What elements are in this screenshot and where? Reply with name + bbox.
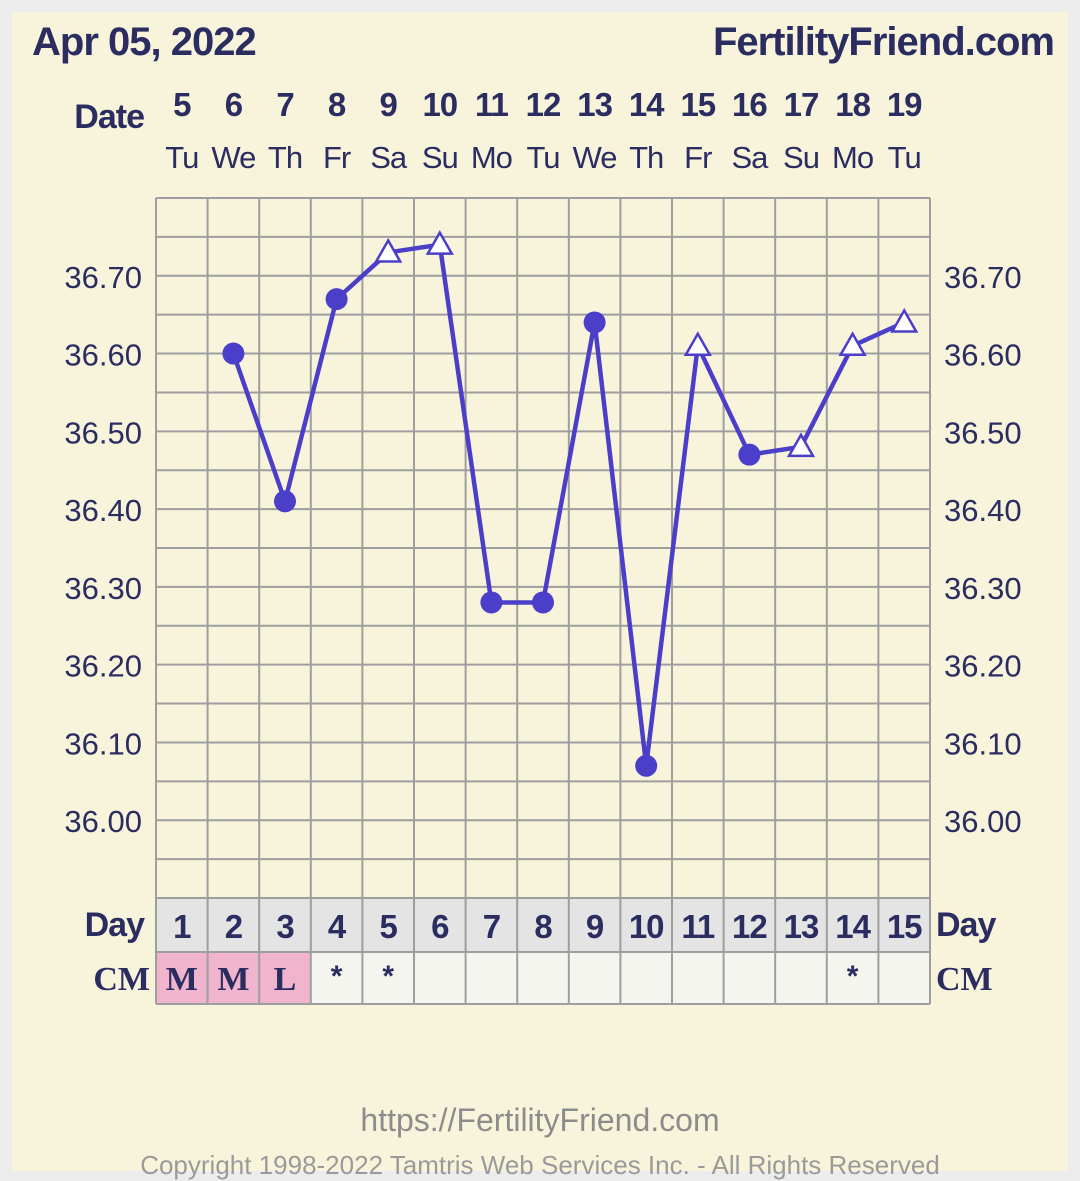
temperature-point-triangle: [683, 331, 712, 357]
cycle-day-number: 8: [534, 908, 552, 945]
footer-url[interactable]: https://FertilityFriend.com: [360, 1102, 720, 1138]
weekday-label: Th: [629, 140, 663, 175]
temperature-point: [738, 443, 761, 466]
date-row-label: Date: [74, 98, 144, 136]
cm-marker: *: [331, 960, 343, 993]
cycle-day-number: 12: [732, 908, 767, 945]
cycle-day-number: 5: [380, 908, 398, 945]
cm-marker: *: [847, 960, 859, 993]
cycle-day-number: 6: [431, 908, 449, 945]
cm-marker: M: [217, 961, 249, 998]
date-number: 17: [784, 86, 819, 123]
weekday-label: Mo: [471, 140, 512, 175]
date-number: 18: [835, 86, 870, 123]
y-tick-right: 36.60: [944, 338, 1022, 373]
temperature-point-triangle: [838, 331, 867, 357]
y-tick-left: 36.00: [64, 804, 142, 839]
date-number: 5: [173, 86, 191, 123]
y-tick-left: 36.60: [64, 338, 142, 373]
y-tick-left: 36.20: [64, 649, 142, 684]
y-tick-right: 36.00: [944, 804, 1022, 839]
weekday-label: Sa: [370, 140, 408, 175]
temperature-point: [532, 591, 554, 614]
cycle-day-number: 10: [629, 908, 664, 945]
cm-marker: M: [166, 961, 198, 998]
cycle-day-number: 13: [784, 908, 819, 945]
y-tick-right: 36.20: [944, 649, 1022, 684]
cm-cell-highlight: [207, 952, 260, 1004]
cycle-day-number: 9: [586, 908, 604, 945]
y-tick-left: 36.40: [64, 493, 142, 528]
date-number: 16: [732, 86, 767, 123]
y-tick-left: 36.50: [64, 415, 142, 450]
temperature-point: [222, 342, 245, 365]
y-tick-left: 36.70: [64, 260, 142, 295]
temperature-point: [325, 288, 348, 311]
temperature-point-triangle: [786, 432, 816, 458]
cycle-day-number: 7: [483, 908, 500, 945]
brand-title: FertilityFriend.com: [712, 20, 1055, 64]
cm-marker: L: [274, 961, 297, 998]
cycle-day-number: 2: [225, 908, 243, 945]
weekday-label: Su: [422, 140, 458, 175]
cycle-day-number: 3: [276, 908, 294, 945]
date-number: 19: [887, 86, 922, 123]
date-number: 12: [526, 86, 561, 123]
y-tick-right: 36.50: [944, 415, 1022, 450]
weekday-label: Tu: [526, 140, 559, 175]
day-row-label-right: Day: [936, 906, 996, 944]
cycle-day-number: 15: [887, 908, 922, 945]
y-tick-right: 36.10: [944, 726, 1022, 761]
chart-date: Apr 05, 2022: [32, 20, 257, 64]
day-row: [156, 898, 930, 952]
footer-copyright: Copyright 1998-2022 Tamtris Web Services…: [140, 1150, 940, 1180]
bbt-chart: Date 5Tu6We7Th8Fr9Sa10Su11Mo12Tu13We14Th1…: [64, 86, 1022, 1005]
y-tick-right: 36.40: [944, 493, 1022, 528]
temperature-point: [274, 490, 296, 513]
temperature-point-triangle: [425, 230, 454, 255]
weekday-label: Su: [783, 140, 819, 175]
cm-row-label-left: CM: [93, 961, 150, 998]
cycle-day-number: 1: [173, 908, 191, 945]
temperature-point: [480, 591, 503, 614]
weekday-label: Tu: [888, 140, 921, 175]
date-number: 10: [422, 86, 457, 123]
cm-marker: *: [382, 960, 394, 993]
weekday-label: Fr: [684, 140, 712, 175]
temperature-point-triangle: [890, 307, 919, 333]
weekday-label: Th: [268, 140, 302, 175]
y-tick-right: 36.30: [944, 571, 1022, 606]
date-number: 13: [577, 86, 612, 123]
date-number: 8: [328, 86, 346, 123]
cm-row-label-right: CM: [936, 961, 993, 998]
weekday-label: We: [573, 140, 617, 175]
weekday-label: Mo: [832, 140, 873, 175]
y-tick-left: 36.30: [64, 571, 142, 606]
temperature-point: [583, 311, 606, 334]
cycle-day-number: 4: [328, 908, 347, 945]
cm-cell-highlight: [156, 952, 208, 1004]
weekday-label: Fr: [323, 140, 351, 175]
date-number: 7: [276, 86, 293, 123]
chart-page: Apr 05, 2022 FertilityFriend.com Date 5 Tu…: [12, 12, 1068, 1180]
cm-cell-highlight: [259, 952, 311, 1004]
cycle-day-number: 14: [835, 908, 871, 945]
weekday-label: Sa: [731, 140, 769, 175]
day-row-label-left: Day: [85, 906, 145, 944]
cycle-day-number: 11: [681, 908, 715, 945]
y-tick-left: 36.10: [64, 726, 142, 761]
weekday-label: Tu: [165, 140, 198, 175]
date-number: 14: [629, 86, 665, 123]
y-tick-right: 36.70: [944, 260, 1022, 295]
date-number: 11: [475, 86, 509, 123]
temperature-point-triangle: [374, 237, 403, 263]
date-number: 15: [680, 86, 715, 123]
date-number: 9: [380, 86, 398, 123]
weekday-label: We: [211, 140, 255, 175]
temperature-point: [635, 754, 658, 777]
date-number: 6: [225, 86, 243, 123]
